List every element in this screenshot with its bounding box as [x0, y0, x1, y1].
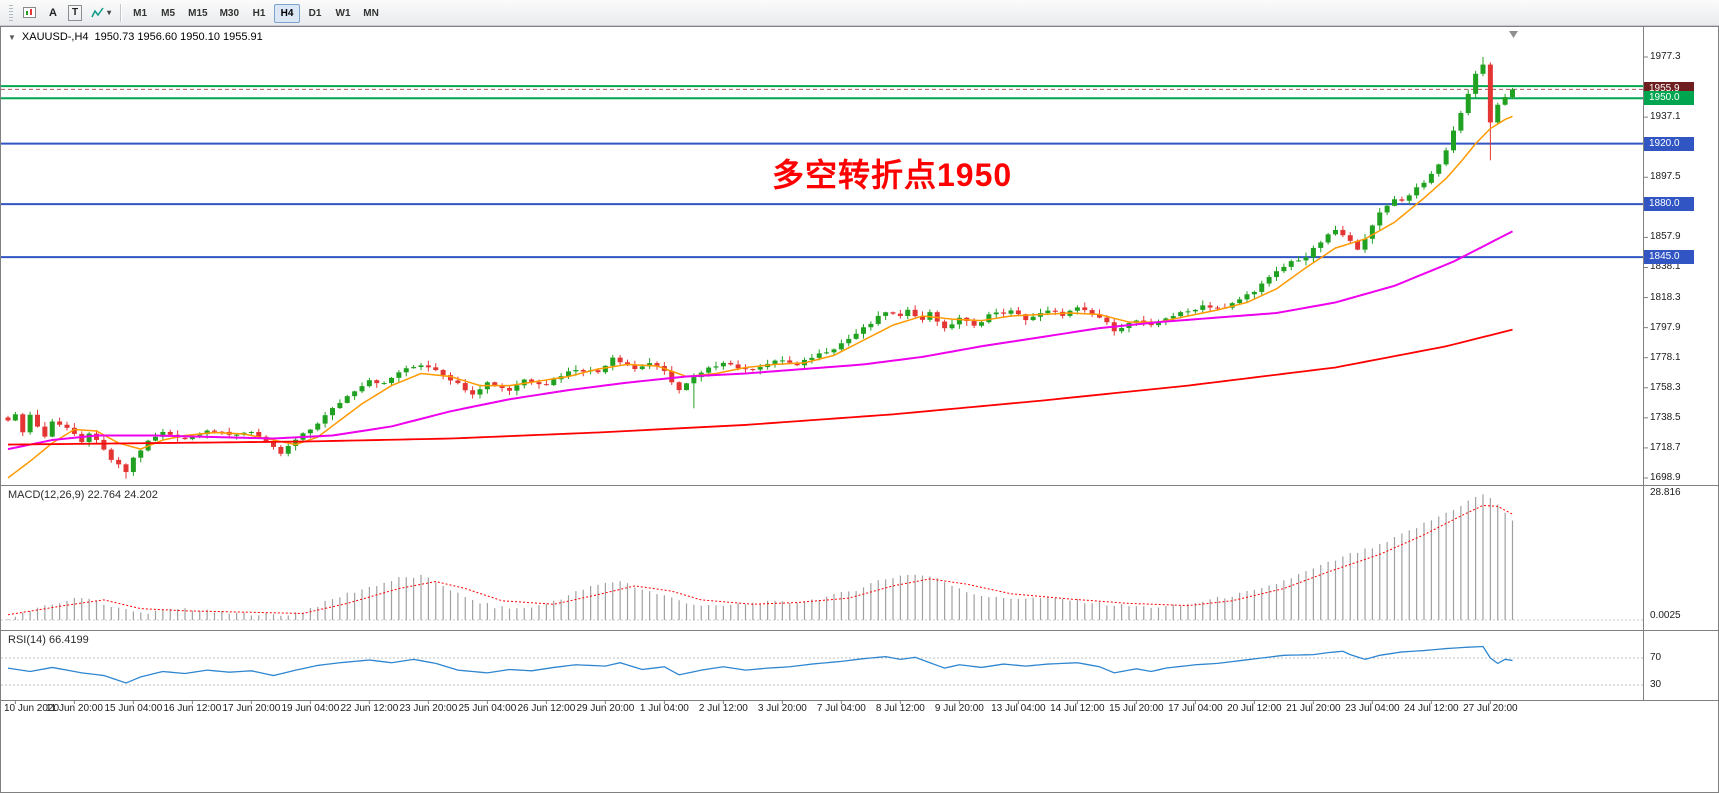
chart-shift-marker[interactable]: [1509, 31, 1518, 38]
macd-scale-max: 28.816: [1650, 487, 1681, 498]
indicator-line-glyph: [91, 7, 104, 17]
timeframe-button-m15[interactable]: M15: [183, 4, 212, 23]
timeframe-button-mn[interactable]: MN: [358, 4, 384, 23]
timeframe-button-m30[interactable]: M30: [215, 4, 244, 23]
timeframe-button-m1[interactable]: M1: [127, 4, 153, 23]
timeframe-button-h1[interactable]: H1: [246, 4, 272, 23]
horizontal-level-lines[interactable]: [1, 85, 1643, 259]
symbol-label: XAUUSD-,H4: [21, 31, 89, 43]
timeframe-button-m5[interactable]: M5: [155, 4, 181, 23]
chevron-down-icon: ▾: [107, 8, 112, 17]
toolbar: A T ▾ M1 M5 M15 M30 H1 H4 D1 W1 MN: [0, 0, 1719, 26]
indicators-icon[interactable]: ▾: [86, 3, 115, 23]
macd-histogram: [7, 494, 1514, 620]
toolbar-separator: [120, 3, 122, 22]
rsi-line: [7, 645, 1513, 684]
timeframe-button-d1[interactable]: D1: [302, 4, 328, 23]
rsi-label: RSI(14) 66.4199: [8, 634, 89, 646]
text-box-icon[interactable]: T: [64, 3, 86, 23]
timeframe-button-w1[interactable]: W1: [330, 4, 356, 23]
oneclick-collapse-icon[interactable]: ▼: [8, 32, 16, 42]
chart-border: [0, 26, 1719, 793]
macd-scale-min: 0.0025: [1650, 610, 1681, 621]
ma-fast-line: [7, 115, 1513, 479]
symbol-info: ▼ XAUUSD-,H4 1950.73 1956.60 1950.10 195…: [8, 31, 263, 43]
timeframe-toolbar: M1 M5 M15 M30 H1 H4 D1 W1 MN: [126, 3, 385, 23]
annotation-text[interactable]: 多空转折点1950: [772, 157, 1013, 193]
macd-signal-line: [7, 504, 1513, 616]
ma-mid-line: [7, 230, 1513, 451]
ohlc-values: 1950.73 1956.60 1950.10 1955.91: [94, 31, 263, 43]
chart-icon[interactable]: [18, 3, 42, 23]
timeframe-button-h4[interactable]: H4: [274, 3, 301, 23]
macd-label: MACD(12,26,9) 22.764 24.202: [8, 489, 158, 501]
candles-layer: [5, 57, 1515, 479]
ma-slow-line: [7, 328, 1513, 446]
text-label-icon[interactable]: A: [42, 3, 64, 23]
toolbar-grip[interactable]: [9, 4, 13, 21]
chart-icon-glyph: [23, 6, 36, 18]
text-box-glyph: T: [68, 4, 83, 21]
